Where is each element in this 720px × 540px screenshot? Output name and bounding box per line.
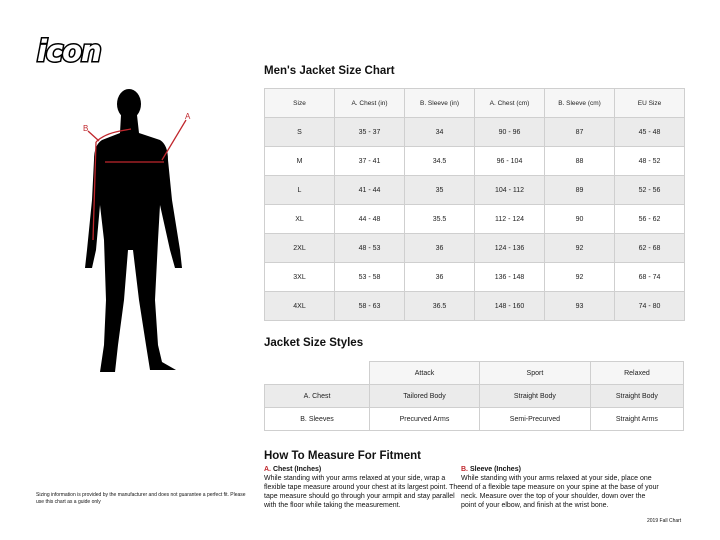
table-cell: Tailored Body [369, 384, 480, 408]
table-cell: 104 - 112 [474, 175, 545, 205]
header-row: Attack Sport Relaxed [264, 361, 685, 385]
header-cell: A. Chest (cm) [474, 88, 545, 118]
table-cell: 92 [544, 233, 615, 263]
table-cell: 58 - 63 [334, 291, 405, 321]
table-cell: 45 - 48 [614, 117, 685, 147]
table-cell: 93 [544, 291, 615, 321]
table-cell: 4XL [264, 291, 335, 321]
table-cell: 34 [404, 117, 475, 147]
table-cell: 48 - 53 [334, 233, 405, 263]
table-cell: 52 - 56 [614, 175, 685, 205]
table-row: L 41 - 44 35 104 - 112 89 52 - 56 [264, 175, 685, 205]
header-cell: EU Size [614, 88, 685, 118]
table-cell: 96 - 104 [474, 146, 545, 176]
blank-cell [264, 361, 370, 385]
table-row: 4XL 58 - 63 36.5 148 - 160 93 74 - 80 [264, 291, 685, 321]
table-cell: 90 - 96 [474, 117, 545, 147]
body-silhouette: B A [83, 89, 191, 372]
size-chart-title: Men's Jacket Size Chart [264, 65, 395, 77]
header-cell: A. Chest (in) [334, 88, 405, 118]
disclaimer: Sizing information is provided by the ma… [36, 492, 246, 505]
table-cell: 2XL [264, 233, 335, 263]
styles-title: Jacket Size Styles [264, 337, 364, 349]
sleeve-heading: Sleeve (Inches) [469, 466, 521, 473]
table-cell: 36 [404, 262, 475, 292]
table-cell: XL [264, 204, 335, 234]
table-cell: 36.5 [404, 291, 475, 321]
table-cell: 35 - 37 [334, 117, 405, 147]
table-cell: 36 [404, 233, 475, 263]
table-cell: 124 - 136 [474, 233, 545, 263]
sleeve-instructions: B. Sleeve (Inches) While standing with y… [461, 465, 661, 510]
table-cell: 89 [544, 175, 615, 205]
table-cell: 87 [544, 117, 615, 147]
table-cell: 35 [404, 175, 475, 205]
table-cell: 74 - 80 [614, 291, 685, 321]
table-cell: 44 - 48 [334, 204, 405, 234]
letter-b: B. [461, 466, 468, 473]
table-row: M 37 - 41 34.5 96 - 104 88 48 - 52 [264, 146, 685, 176]
icon-logo: icon icon [36, 36, 104, 66]
styles-table: Attack Sport Relaxed A. Chest Tailored Bo… [264, 361, 685, 431]
table-row: 2XL 48 - 53 36 124 - 136 92 62 - 68 [264, 233, 685, 263]
table-cell: B. Sleeves [264, 407, 370, 431]
table-cell: Semi-Precurved [478, 407, 591, 431]
table-row: 3XL 53 - 58 36 136 - 148 92 68 - 74 [264, 262, 685, 292]
table-cell: 136 - 148 [474, 262, 545, 292]
header-cell: Sport [478, 361, 591, 385]
header-cell: Relaxed [589, 361, 685, 385]
svg-text:icon: icon [37, 36, 101, 66]
size-chart-table: Size A. Chest (in) B. Sleeve (in) A. Chest … [264, 88, 685, 321]
table-cell: 92 [544, 262, 615, 292]
table-cell: 88 [544, 146, 615, 176]
table-row: S 35 - 37 34 90 - 96 87 45 - 48 [264, 117, 685, 147]
table-cell: S [264, 117, 335, 147]
chest-text: While standing with your arms relaxed at… [264, 475, 462, 509]
table-cell: 68 - 74 [614, 262, 685, 292]
measure-title: How To Measure For Fitment [264, 450, 421, 462]
table-cell: 48 - 52 [614, 146, 685, 176]
table-cell: 90 [544, 204, 615, 234]
header-cell: Size [264, 88, 335, 118]
svg-text:icon: icon [37, 36, 101, 66]
table-cell: Precurved Arms [369, 407, 480, 431]
letter-a: A. [264, 466, 271, 473]
table-cell: 34.5 [404, 146, 475, 176]
table-cell: 37 - 41 [334, 146, 405, 176]
label-b: B [83, 124, 88, 133]
header-cell: Attack [369, 361, 480, 385]
table-cell: 53 - 58 [334, 262, 405, 292]
header-cell: B. Sleeve (cm) [544, 88, 615, 118]
table-cell: 3XL [264, 262, 335, 292]
footer-note: 2019 Fall Chart [647, 518, 682, 524]
chest-instructions: A. Chest (Inches) While standing with yo… [264, 465, 464, 510]
table-row: A. Chest Tailored Body Straight Body Straig… [264, 384, 685, 408]
table-cell: 41 - 44 [334, 175, 405, 205]
table-cell: 112 - 124 [474, 204, 545, 234]
table-row: B. Sleeves Precurved Arms Semi-Precurved St… [264, 407, 685, 431]
table-cell: Straight Arms [589, 407, 685, 431]
sleeve-text: While standing with your arms relaxed at… [461, 475, 659, 509]
label-a: A [185, 112, 191, 121]
chest-heading: Chest (Inches) [272, 466, 322, 473]
table-cell: 62 - 68 [614, 233, 685, 263]
header-cell: B. Sleeve (in) [404, 88, 475, 118]
table-row: XL 44 - 48 35.5 112 - 124 90 56 - 62 [264, 204, 685, 234]
table-cell: 35.5 [404, 204, 475, 234]
table-cell: Straight Body [589, 384, 685, 408]
table-cell: 56 - 62 [614, 204, 685, 234]
table-cell: M [264, 146, 335, 176]
table-cell: L [264, 175, 335, 205]
table-cell: A. Chest [264, 384, 370, 408]
table-cell: 148 - 160 [474, 291, 545, 321]
header-row: Size A. Chest (in) B. Sleeve (in) A. Chest … [264, 88, 685, 118]
table-cell: Straight Body [478, 384, 591, 408]
